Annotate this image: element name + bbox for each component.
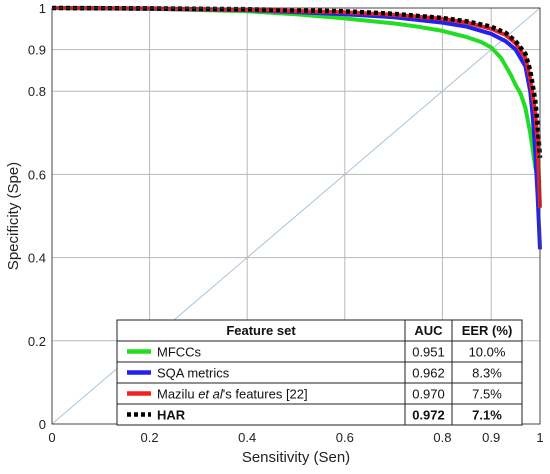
x-tick-label: 0 <box>48 430 55 445</box>
legend-auc-0: 0.951 <box>412 345 445 360</box>
y-tick-label: 0 <box>39 417 46 432</box>
legend-auc-2: 0.970 <box>412 387 445 402</box>
y-tick-label: 1 <box>39 1 46 16</box>
legend-label-italic-part: et al <box>198 387 224 402</box>
series-line-3 <box>51 5 543 158</box>
legend-label-3: HAR <box>157 408 186 423</box>
legend-auc-1: 0.962 <box>412 366 445 381</box>
y-axis-label: Specificity (Spe) <box>5 162 22 270</box>
x-tick-label: 0.4 <box>238 430 256 445</box>
x-tick-label: 0.8 <box>433 430 451 445</box>
y-tick-label: 0.6 <box>28 167 46 182</box>
legend-label-part: 's features [22] <box>223 387 308 402</box>
legend-auc-3: 0.972 <box>412 408 445 423</box>
legend-eer-2: 7.5% <box>472 387 502 402</box>
legend-eer-3: 7.1% <box>472 408 502 423</box>
legend-label-0: MFCCs <box>157 345 202 360</box>
legend-table-box <box>116 319 523 426</box>
x-tick-label: 1 <box>536 430 543 445</box>
x-axis-label: Sensitivity (Sen) <box>242 449 350 466</box>
legend-label-1: SQA metrics <box>157 366 230 381</box>
legend-header-0: Feature set <box>226 323 296 338</box>
legend-label-part: Mazilu <box>157 387 198 402</box>
series-layer <box>51 5 543 250</box>
y-tick-label: 0.4 <box>28 251 46 266</box>
y-tick-label: 0.9 <box>28 43 46 58</box>
x-tick-label: 0.6 <box>336 430 354 445</box>
x-tick-label: 0.9 <box>482 430 500 445</box>
legend-eer-1: 8.3% <box>472 366 502 381</box>
legend-header-2: EER (%) <box>462 323 513 338</box>
series-line-0 <box>51 6 542 184</box>
legend-table: Feature set AUC EER (%) MFCCs 0.951 10.0% SQA … <box>116 319 523 426</box>
legend-header-1: AUC <box>414 323 443 338</box>
y-axis-ticks: 0 0.2 0.4 0.6 0.8 0.9 1 <box>28 1 46 432</box>
x-tick-label: 0.2 <box>141 430 159 445</box>
legend-label-2: Mazilu et al's features [22] <box>157 387 308 402</box>
x-axis-ticks: 0 0.2 0.4 0.6 0.8 0.9 1 <box>48 430 543 445</box>
y-tick-label: 0.8 <box>28 84 46 99</box>
legend-eer-0: 10.0% <box>469 345 506 360</box>
y-tick-label: 0.2 <box>28 334 46 349</box>
